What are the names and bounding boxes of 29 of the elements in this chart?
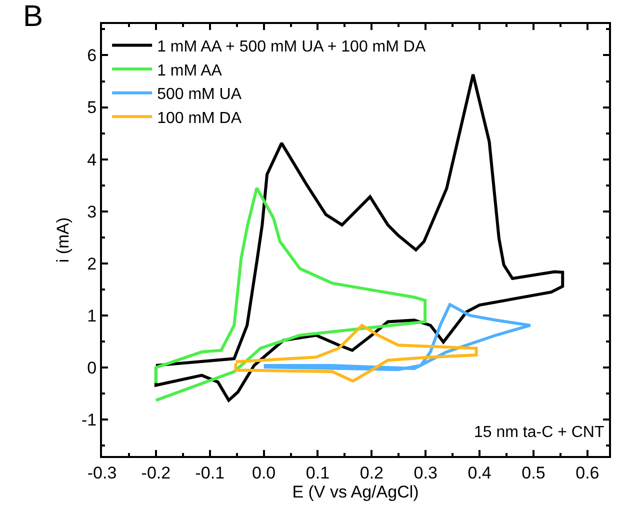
legend-label: 500 mM UA bbox=[157, 86, 242, 104]
x-tick-label: 0.5 bbox=[522, 463, 546, 482]
x-tick-label: -0.1 bbox=[195, 463, 225, 482]
text: B bbox=[23, 0, 44, 33]
x-tick-label: 0.1 bbox=[306, 463, 330, 482]
x-tick-label: -0.3 bbox=[87, 463, 117, 482]
y-tick-label: 0 bbox=[87, 358, 97, 378]
x-tick-label: 0.3 bbox=[414, 463, 438, 482]
y-axis-title: i (mA) bbox=[54, 217, 73, 263]
legend-label: 100 mM DA bbox=[157, 110, 242, 127]
x-axis-title: E (V vs Ag/AgCl) bbox=[292, 482, 419, 502]
y-tick-label: 2 bbox=[87, 254, 97, 274]
x-tick-label: 0.2 bbox=[360, 463, 384, 482]
x-tick-label: 0.4 bbox=[468, 463, 492, 482]
line-series bbox=[154, 186, 427, 402]
x-tick-label: -0.2 bbox=[141, 463, 171, 482]
line-series bbox=[262, 303, 532, 372]
y-tick-label: 3 bbox=[87, 202, 97, 222]
x-tick-label: 0.0 bbox=[252, 463, 276, 482]
y-tick-label: 4 bbox=[87, 150, 97, 170]
line-series bbox=[234, 324, 478, 383]
legend-label: 1 mM AA + 500 mM UA + 100 mM DA bbox=[157, 38, 426, 56]
y-tick-label: 1 bbox=[87, 306, 97, 326]
annotation: 15 nm ta-C + CNT bbox=[474, 424, 604, 441]
y-tick-label: 5 bbox=[87, 98, 97, 118]
y-tick-label: -1 bbox=[81, 410, 97, 430]
y-tick-label: 6 bbox=[87, 46, 97, 66]
legend-label: 1 mM AA bbox=[157, 62, 222, 80]
x-tick-label: 0.6 bbox=[576, 463, 600, 482]
